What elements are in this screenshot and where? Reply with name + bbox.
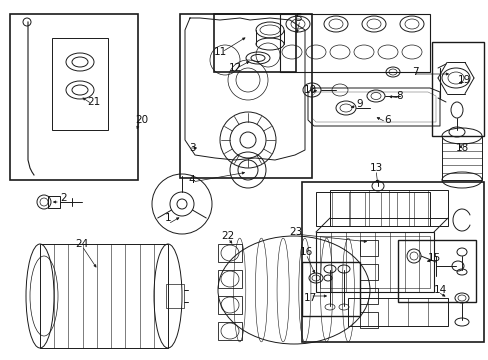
Bar [359,288,377,304]
Text: 13: 13 [368,163,382,173]
Bar [441,136,481,180]
Text: 4: 4 [188,175,195,185]
Text: 11: 11 [213,47,226,57]
Bar [48,196,60,208]
Bar [214,14,295,72]
Text: 19: 19 [456,75,469,85]
Bar [52,38,108,130]
Text: 9: 9 [356,99,363,109]
Bar [347,298,447,326]
Text: 12: 12 [228,63,241,73]
Text: 10: 10 [303,85,316,95]
Text: 6: 6 [384,115,390,125]
Bar [359,312,377,328]
Bar [302,182,483,342]
Bar [40,244,168,348]
Bar [218,322,242,340]
Text: 15: 15 [427,253,440,263]
Text: 18: 18 [454,143,468,153]
Bar [315,232,433,292]
Bar [280,14,429,72]
Text: 1: 1 [164,213,171,223]
Text: 22: 22 [221,231,234,241]
Bar [218,244,242,262]
Text: 16: 16 [299,247,312,257]
Bar [397,240,475,302]
Bar [359,240,377,256]
Bar [302,262,359,316]
Bar [165,284,183,308]
Text: 8: 8 [396,91,403,101]
Bar [180,14,311,178]
Text: 2: 2 [61,193,67,203]
Text: 17: 17 [303,293,316,303]
Text: 7: 7 [411,67,417,77]
Bar [319,236,429,288]
Bar [315,192,429,226]
Text: 21: 21 [87,97,101,107]
Bar [10,14,138,180]
Text: 5: 5 [295,13,302,23]
Bar [329,190,447,226]
Text: 23: 23 [289,227,302,237]
Text: 20: 20 [135,115,148,125]
Text: 14: 14 [432,285,446,295]
Text: 24: 24 [75,239,88,249]
Bar [218,270,242,288]
Bar [218,296,242,314]
Bar [431,42,483,136]
Text: 3: 3 [188,143,195,153]
Bar [359,264,377,280]
